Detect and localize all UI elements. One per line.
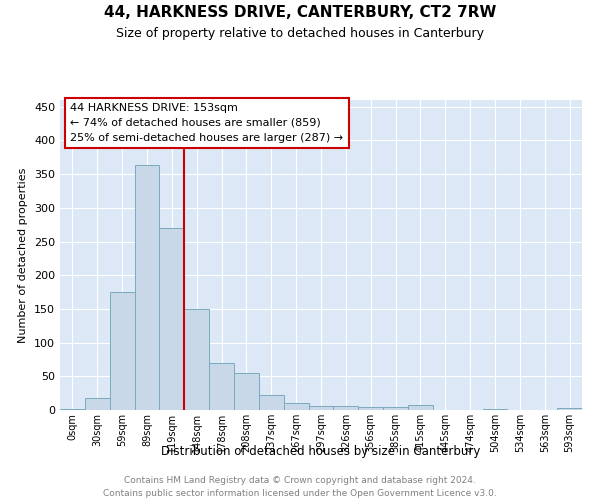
Bar: [358, 406, 383, 410]
Bar: [308, 406, 334, 410]
Bar: [383, 406, 408, 410]
Bar: [160, 228, 184, 410]
Text: 44, HARKNESS DRIVE, CANTERBURY, CT2 7RW: 44, HARKNESS DRIVE, CANTERBURY, CT2 7RW: [104, 5, 496, 20]
Bar: [85, 398, 110, 410]
Bar: [184, 309, 209, 410]
Text: Contains HM Land Registry data © Crown copyright and database right 2024.
Contai: Contains HM Land Registry data © Crown c…: [103, 476, 497, 498]
Bar: [60, 408, 85, 410]
Text: 44 HARKNESS DRIVE: 153sqm
← 74% of detached houses are smaller (859)
25% of semi: 44 HARKNESS DRIVE: 153sqm ← 74% of detac…: [70, 103, 344, 142]
Bar: [259, 395, 284, 410]
Y-axis label: Number of detached properties: Number of detached properties: [19, 168, 28, 342]
Bar: [234, 373, 259, 410]
Bar: [334, 406, 358, 410]
Bar: [209, 363, 234, 410]
Bar: [110, 292, 134, 410]
Text: Size of property relative to detached houses in Canterbury: Size of property relative to detached ho…: [116, 28, 484, 40]
Text: Distribution of detached houses by size in Canterbury: Distribution of detached houses by size …: [161, 445, 481, 458]
Bar: [134, 166, 160, 410]
Bar: [284, 404, 308, 410]
Bar: [408, 404, 433, 410]
Bar: [557, 408, 582, 410]
Bar: [482, 408, 508, 410]
